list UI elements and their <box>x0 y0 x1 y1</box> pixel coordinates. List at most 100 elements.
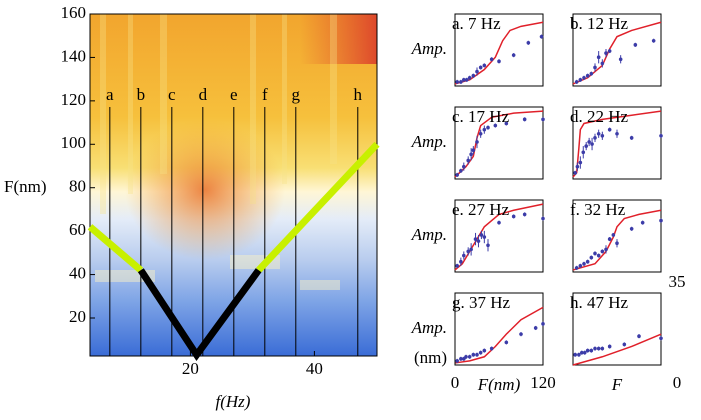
panel-title: d. 22 Hz <box>570 107 629 126</box>
data-point <box>455 264 460 268</box>
y-tick-label: 80 <box>69 177 86 196</box>
model-curve <box>572 209 662 271</box>
data-point <box>604 51 608 55</box>
data-point <box>519 332 523 336</box>
data-point <box>622 342 627 347</box>
panel-title: f. 32 Hz <box>570 200 626 219</box>
data-point <box>467 75 472 80</box>
data-point <box>497 59 501 64</box>
data-point <box>607 237 612 241</box>
data-point <box>584 144 588 148</box>
model-curve <box>454 203 544 271</box>
data-point <box>478 350 483 355</box>
data-point <box>475 69 479 74</box>
data-point <box>585 259 590 264</box>
data-point <box>459 80 463 84</box>
data-point <box>593 251 597 256</box>
data-point <box>469 152 473 157</box>
v-curve <box>87 224 144 273</box>
v-line-label: g <box>292 85 301 104</box>
v-line-label: b <box>137 85 146 104</box>
data-point <box>607 49 612 53</box>
v-line-label: f <box>262 85 268 104</box>
y-tick-label: 0 <box>673 373 682 392</box>
data-point <box>589 71 594 76</box>
data-point <box>615 241 619 245</box>
data-point <box>600 346 605 351</box>
data-point <box>581 150 586 155</box>
data-point <box>585 73 590 78</box>
data-point <box>533 326 538 330</box>
panel-title: g. 37 Hz <box>452 293 511 312</box>
data-point <box>469 247 473 252</box>
data-point <box>539 34 544 39</box>
data-point <box>604 247 608 252</box>
data-point <box>522 117 527 122</box>
y-tick-label: 20 <box>69 307 86 326</box>
y-axis-label: Amp. <box>411 225 447 244</box>
data-point <box>464 78 469 82</box>
data-point <box>629 227 634 231</box>
data-point <box>522 212 527 217</box>
data-point <box>659 218 663 223</box>
x-tick-label: 120 <box>530 373 556 392</box>
v-curve <box>256 141 380 273</box>
data-point <box>478 131 483 136</box>
data-point <box>459 168 463 173</box>
y-axis-label: Amp. <box>411 132 447 151</box>
data-point <box>659 134 663 138</box>
data-point <box>504 340 509 345</box>
y-tick-label: 140 <box>61 46 87 65</box>
panel-frame <box>454 292 544 366</box>
data-point <box>637 334 641 339</box>
data-point <box>475 140 479 144</box>
data-point <box>582 75 586 80</box>
data-point <box>455 173 460 177</box>
data-point <box>587 140 591 144</box>
y-axis-label: Amp. <box>411 39 447 58</box>
y-axis-label: F(nm) <box>4 177 47 196</box>
data-point <box>462 253 466 258</box>
data-point <box>611 233 616 237</box>
data-point <box>526 41 531 45</box>
data-point <box>541 216 545 221</box>
data-point <box>589 348 594 353</box>
data-point <box>479 233 484 237</box>
data-point <box>466 158 471 163</box>
x-axis-label: F <box>611 375 623 394</box>
x-axis-label: F(nm) <box>477 375 521 394</box>
data-point <box>511 214 516 219</box>
x-tick-label: 20 <box>182 359 199 378</box>
data-point <box>475 352 479 357</box>
data-point <box>607 127 612 132</box>
data-point <box>541 117 545 122</box>
data-point <box>482 348 487 353</box>
data-point <box>486 125 490 130</box>
x-tick-label: 40 <box>306 359 323 378</box>
data-point <box>589 255 594 260</box>
data-point <box>600 134 605 138</box>
data-point <box>573 352 577 357</box>
data-point <box>582 350 587 355</box>
v-line-label: e <box>230 85 238 104</box>
data-point <box>476 239 481 243</box>
y-tick-label: 160 <box>61 3 87 22</box>
data-point <box>578 78 583 82</box>
data-point <box>459 259 463 264</box>
v-curve <box>137 268 262 362</box>
data-point <box>462 164 466 169</box>
data-point <box>489 57 494 62</box>
data-point <box>659 336 663 341</box>
panel-title: a. 7 Hz <box>452 14 501 33</box>
data-point <box>577 352 581 357</box>
panel-title: e. 27 Hz <box>452 200 510 219</box>
v-line-label: c <box>168 85 176 104</box>
y-tick-label: 40 <box>69 263 86 282</box>
data-point <box>467 354 472 359</box>
data-point <box>596 131 601 136</box>
data-point <box>575 164 580 169</box>
data-point <box>578 160 583 165</box>
v-line-label: d <box>199 85 208 104</box>
panel-frame <box>572 292 662 366</box>
data-point <box>497 220 501 225</box>
